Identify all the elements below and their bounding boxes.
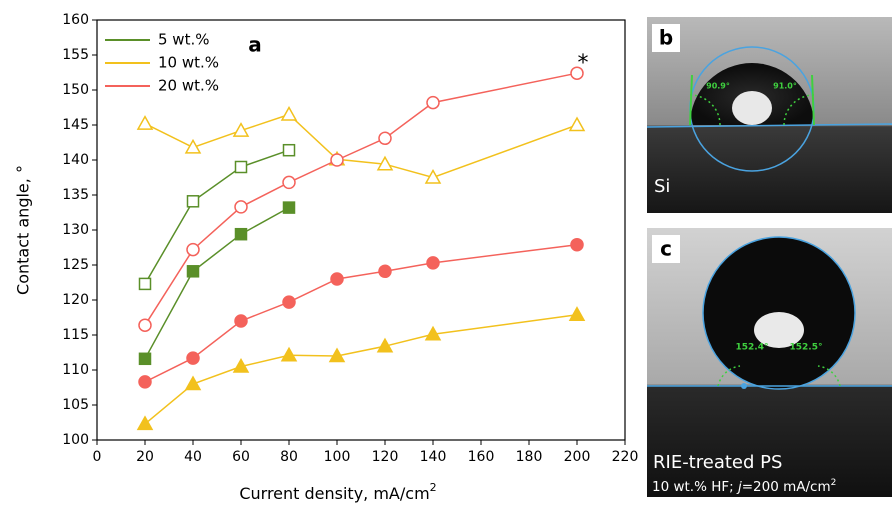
series-line	[144, 313, 578, 425]
x-axis-label: Current density, mA/cm2	[239, 481, 436, 503]
data-point	[424, 168, 442, 184]
data-point	[426, 95, 440, 110]
series-line	[144, 206, 290, 360]
legend-label: 5 wt.%	[158, 31, 209, 49]
x-tick-label: 60	[232, 449, 250, 465]
x-tick-label: 20	[136, 449, 154, 465]
data-point	[232, 122, 250, 137]
data-point	[282, 201, 296, 214]
y-tick-label: 135	[62, 187, 89, 203]
legend-label: 10 wt.%	[158, 54, 219, 72]
data-point	[186, 242, 200, 257]
data-point	[138, 352, 152, 366]
series-line	[144, 149, 290, 285]
y-tick-label: 105	[62, 397, 89, 413]
panel-note: 10 wt.% HF; j=200 mA/cm2	[652, 478, 836, 496]
x-tick-label: 100	[324, 449, 351, 465]
series-line	[144, 243, 578, 383]
data-point	[376, 155, 394, 171]
data-point	[570, 66, 584, 80]
y-tick-label: 110	[62, 362, 89, 378]
x-tick-label: 220	[612, 449, 639, 465]
data-point	[424, 325, 442, 341]
angle-label: 91.0°	[773, 82, 797, 91]
data-point	[138, 318, 152, 332]
data-point	[186, 351, 200, 365]
series-line	[144, 113, 578, 179]
legend-label: 20 wt.%	[158, 77, 219, 95]
data-point	[570, 237, 584, 252]
x-tick-label: 0	[93, 449, 102, 465]
data-point	[378, 131, 392, 146]
x-tick-label: 140	[420, 449, 447, 465]
data-point	[426, 256, 440, 270]
x-tick-label: 40	[184, 449, 202, 465]
annotation: *	[578, 51, 589, 76]
y-tick-label: 125	[62, 257, 89, 273]
data-point	[234, 314, 248, 328]
data-point	[378, 264, 392, 279]
y-tick-label: 160	[62, 12, 89, 28]
y-tick-label: 150	[62, 82, 89, 98]
y-tick-label: 120	[62, 292, 89, 308]
angle-label: 152.5°	[790, 343, 823, 353]
data-point	[280, 105, 298, 121]
panel-label: a	[248, 33, 262, 57]
data-point	[376, 337, 394, 353]
y-tick-label: 130	[62, 222, 89, 238]
data-point	[232, 357, 250, 373]
y-tick-label: 145	[62, 117, 89, 133]
data-point	[234, 227, 248, 241]
x-tick-label: 160	[468, 449, 495, 465]
data-point	[282, 175, 296, 190]
data-point	[136, 415, 154, 431]
y-tick-label: 100	[62, 432, 89, 448]
panel-caption: RIE-treated PS	[653, 452, 782, 473]
data-point	[282, 295, 296, 309]
panel-label: c	[660, 237, 672, 261]
panel-caption: Si	[654, 176, 670, 197]
y-tick-label: 155	[62, 47, 89, 63]
y-tick-label: 140	[62, 152, 89, 168]
photo-b	[646, 17, 892, 213]
data-point	[186, 265, 200, 278]
data-point	[138, 375, 152, 389]
data-point	[330, 153, 344, 167]
x-tick-label: 120	[372, 449, 399, 465]
data-point	[280, 346, 298, 362]
data-point	[136, 115, 154, 130]
x-tick-label: 80	[280, 449, 298, 465]
data-point	[184, 375, 202, 391]
data-point	[568, 306, 586, 321]
data-point	[234, 160, 248, 174]
data-point	[330, 272, 344, 286]
data-point	[186, 195, 200, 208]
panel-label: b	[659, 26, 673, 50]
x-tick-label: 200	[564, 449, 591, 465]
data-point	[328, 347, 346, 363]
photo-c	[647, 228, 892, 497]
angle-label: 152.4°	[736, 343, 769, 353]
y-tick-label: 115	[62, 327, 89, 343]
x-tick-label: 180	[516, 449, 543, 465]
data-point	[568, 116, 586, 132]
data-point	[138, 277, 152, 291]
data-point	[184, 138, 202, 154]
angle-label: 90.9°	[706, 82, 730, 91]
data-point	[282, 143, 296, 157]
series-line	[144, 72, 578, 326]
data-point	[234, 200, 248, 214]
y-axis-label: Contact angle, °	[14, 165, 33, 295]
